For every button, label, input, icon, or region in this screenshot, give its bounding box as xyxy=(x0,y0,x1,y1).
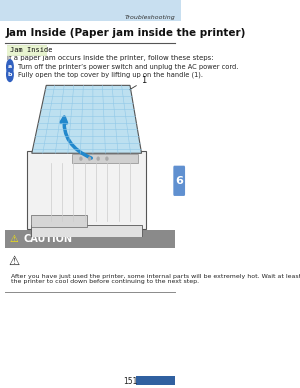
Text: ⚠: ⚠ xyxy=(8,255,19,268)
Text: ⚠: ⚠ xyxy=(9,234,18,244)
FancyBboxPatch shape xyxy=(0,0,181,21)
Text: After you have just used the printer, some internal parts will be extremely hot.: After you have just used the printer, so… xyxy=(11,274,300,284)
Text: b: b xyxy=(8,72,12,77)
Circle shape xyxy=(7,60,13,74)
Text: Turn off the printer’s power switch and unplug the AC power cord.: Turn off the printer’s power switch and … xyxy=(18,64,239,70)
Text: If a paper jam occurs inside the printer, follow these steps:: If a paper jam occurs inside the printer… xyxy=(7,55,214,61)
Text: a: a xyxy=(8,64,12,69)
Circle shape xyxy=(7,68,13,81)
Text: Jam Inside (Paper jam inside the printer): Jam Inside (Paper jam inside the printer… xyxy=(5,28,246,38)
Text: 6: 6 xyxy=(175,176,183,186)
FancyBboxPatch shape xyxy=(136,376,175,385)
Text: Troubleshooting: Troubleshooting xyxy=(124,15,175,20)
FancyBboxPatch shape xyxy=(173,166,185,196)
Text: 151: 151 xyxy=(123,377,137,386)
FancyBboxPatch shape xyxy=(5,230,175,248)
Text: CAUTION: CAUTION xyxy=(23,234,73,244)
Text: Fully open the top cover by lifting up on the handle (1).: Fully open the top cover by lifting up o… xyxy=(18,71,203,78)
